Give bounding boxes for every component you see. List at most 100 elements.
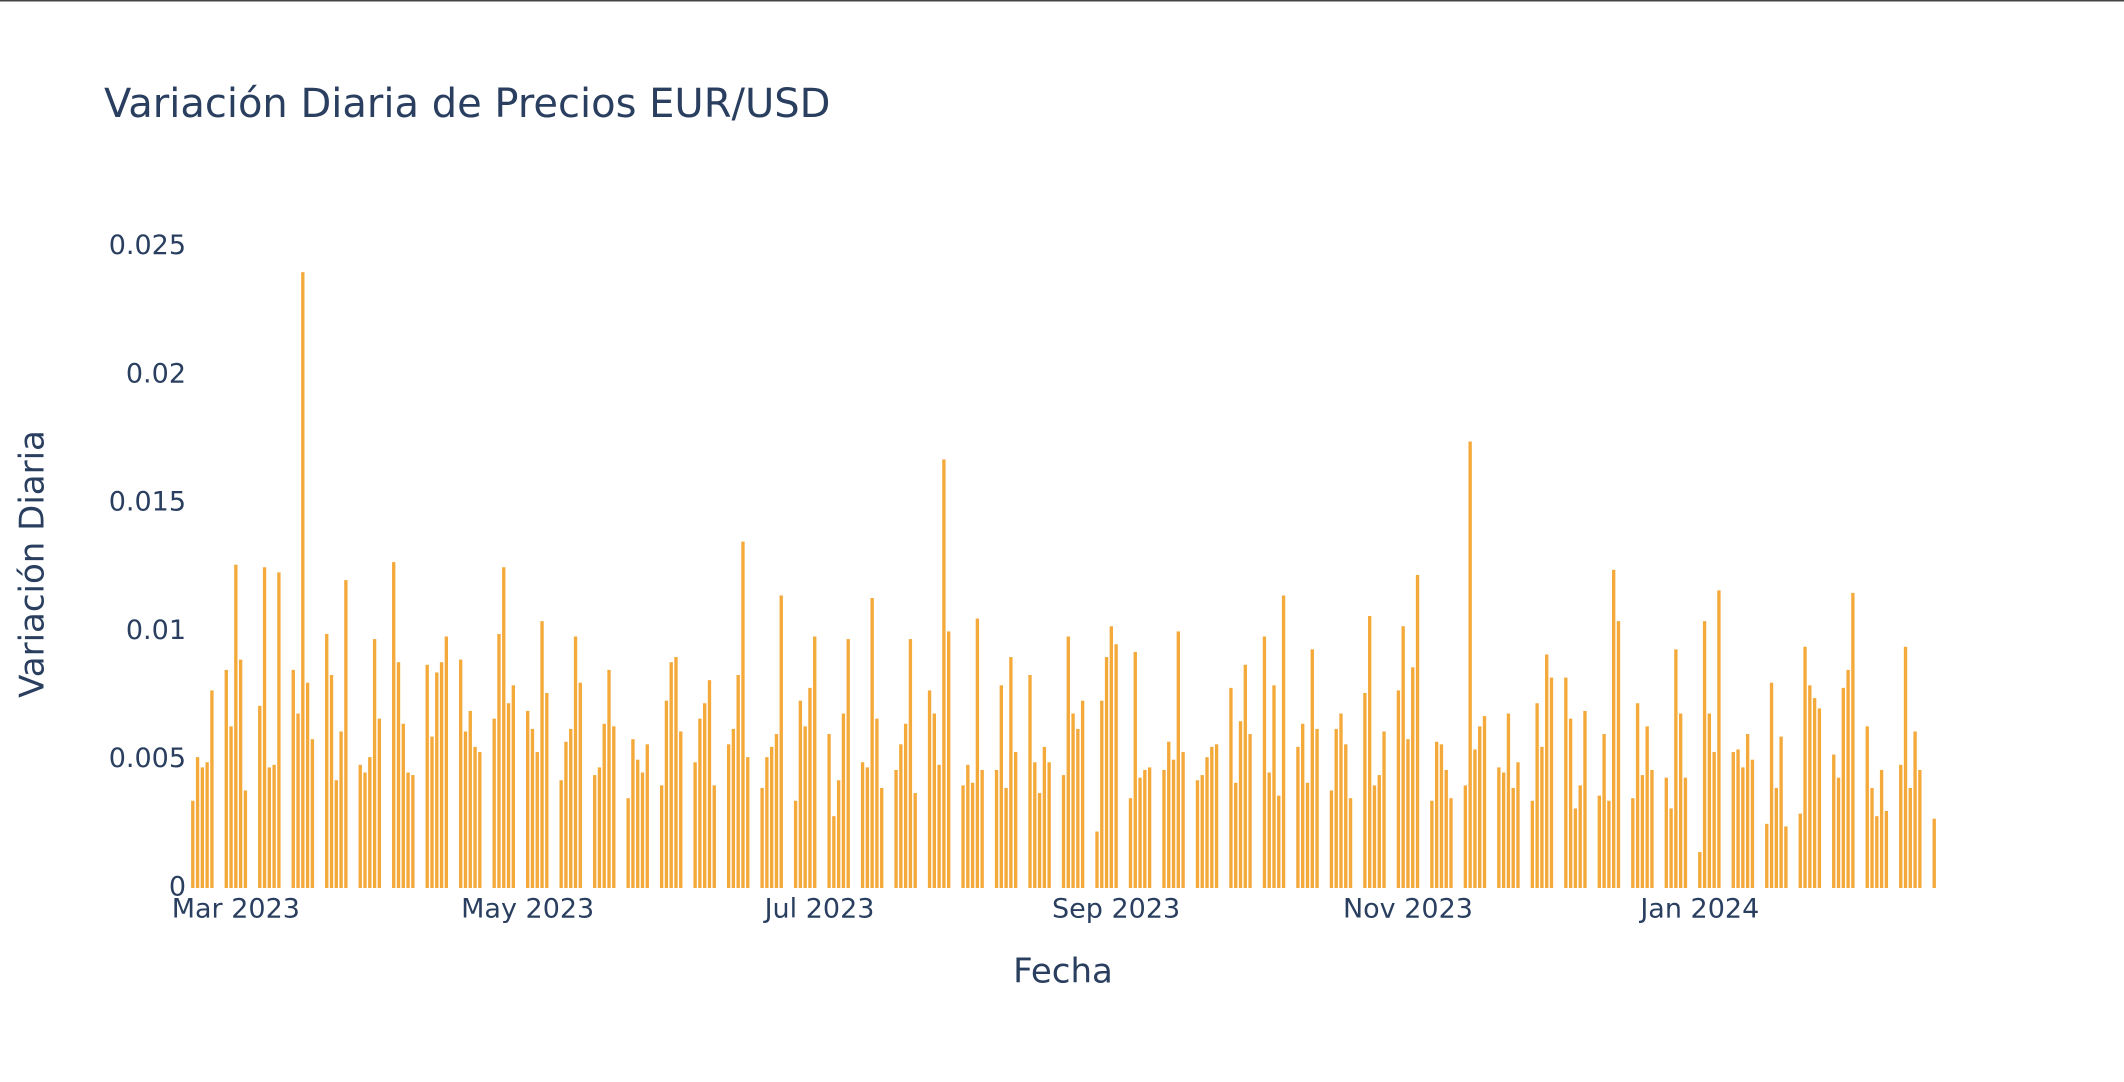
bar bbox=[875, 718, 879, 888]
bar bbox=[411, 775, 415, 888]
bar bbox=[1162, 769, 1166, 888]
bar bbox=[200, 767, 205, 888]
bar bbox=[1348, 798, 1353, 888]
bar bbox=[1468, 441, 1472, 888]
bar bbox=[1430, 800, 1434, 888]
bar bbox=[880, 787, 884, 888]
bar bbox=[1846, 669, 1850, 888]
bar bbox=[592, 775, 597, 888]
bar bbox=[1784, 826, 1788, 888]
bar bbox=[1434, 741, 1439, 888]
bar bbox=[1865, 726, 1869, 888]
bar bbox=[1133, 651, 1137, 888]
bar bbox=[540, 621, 544, 888]
y-tick-label: 0.02 bbox=[126, 358, 186, 389]
bar bbox=[262, 567, 267, 888]
bar bbox=[908, 639, 913, 888]
bar bbox=[1339, 713, 1343, 888]
bar bbox=[1506, 713, 1511, 888]
bar bbox=[1396, 690, 1401, 888]
bar bbox=[329, 675, 334, 888]
bar bbox=[913, 793, 917, 888]
bar bbox=[497, 633, 501, 888]
bar bbox=[1836, 777, 1841, 888]
bar bbox=[530, 728, 535, 888]
bar bbox=[1875, 816, 1879, 888]
bar bbox=[1769, 682, 1774, 888]
chart-title: Variación Diaria de Precios EUR/USD bbox=[104, 81, 830, 127]
bar bbox=[669, 662, 673, 888]
bar bbox=[1817, 708, 1822, 888]
bar bbox=[1200, 775, 1204, 888]
bar bbox=[1765, 823, 1769, 888]
bar bbox=[396, 662, 401, 888]
bar bbox=[1683, 777, 1688, 888]
bar bbox=[1028, 675, 1032, 888]
bar bbox=[1511, 787, 1515, 888]
bar bbox=[1707, 713, 1712, 888]
bar bbox=[1305, 782, 1310, 888]
bar bbox=[526, 710, 530, 888]
bar bbox=[1310, 649, 1314, 888]
bar bbox=[1674, 649, 1678, 888]
bar bbox=[846, 639, 850, 888]
bar bbox=[1884, 811, 1889, 888]
bar bbox=[1913, 731, 1917, 888]
bar bbox=[358, 764, 362, 888]
bar bbox=[937, 764, 941, 888]
bar bbox=[535, 752, 539, 888]
bar bbox=[439, 662, 444, 888]
bar bbox=[478, 752, 482, 888]
bar bbox=[301, 272, 305, 888]
bar bbox=[1635, 703, 1640, 888]
bar bbox=[612, 726, 616, 888]
bar bbox=[492, 718, 496, 888]
bar bbox=[1616, 621, 1621, 888]
bar bbox=[1444, 769, 1448, 888]
bar bbox=[903, 723, 908, 888]
bar bbox=[841, 713, 846, 888]
bar bbox=[1841, 687, 1845, 888]
x-tick-label: May 2023 bbox=[461, 894, 594, 925]
bar bbox=[564, 741, 568, 888]
bar bbox=[712, 785, 716, 888]
bar bbox=[1267, 772, 1271, 888]
bar bbox=[679, 731, 683, 888]
bar bbox=[1171, 759, 1176, 888]
bar bbox=[224, 669, 228, 888]
bar bbox=[234, 564, 238, 888]
bar bbox=[1851, 592, 1855, 888]
bar bbox=[631, 739, 635, 888]
bar bbox=[1037, 793, 1042, 888]
bar bbox=[779, 595, 783, 888]
bar bbox=[894, 769, 898, 888]
bar bbox=[406, 772, 410, 888]
bar bbox=[1482, 716, 1487, 888]
y-tick-label: 0.01 bbox=[126, 615, 186, 646]
bar bbox=[765, 757, 769, 888]
bar bbox=[377, 718, 382, 888]
bar bbox=[798, 700, 803, 888]
bar bbox=[463, 731, 468, 888]
bar bbox=[827, 734, 831, 888]
bar bbox=[1344, 744, 1348, 888]
bar bbox=[1478, 726, 1482, 888]
bar bbox=[1377, 775, 1381, 888]
bar bbox=[793, 800, 798, 888]
bar bbox=[932, 713, 937, 888]
bar bbox=[243, 790, 248, 888]
bar bbox=[205, 762, 209, 888]
bar bbox=[1176, 631, 1180, 888]
bar bbox=[1234, 782, 1238, 888]
bar bbox=[813, 636, 817, 888]
bar bbox=[1033, 762, 1037, 888]
bar bbox=[1061, 775, 1066, 888]
bar bbox=[1296, 746, 1300, 888]
bar bbox=[994, 769, 999, 888]
x-tick-label: Nov 2023 bbox=[1343, 894, 1473, 925]
bar bbox=[626, 798, 630, 888]
bar bbox=[741, 541, 745, 888]
bar bbox=[1741, 767, 1745, 888]
bar bbox=[1229, 687, 1233, 888]
bar bbox=[1736, 749, 1740, 888]
